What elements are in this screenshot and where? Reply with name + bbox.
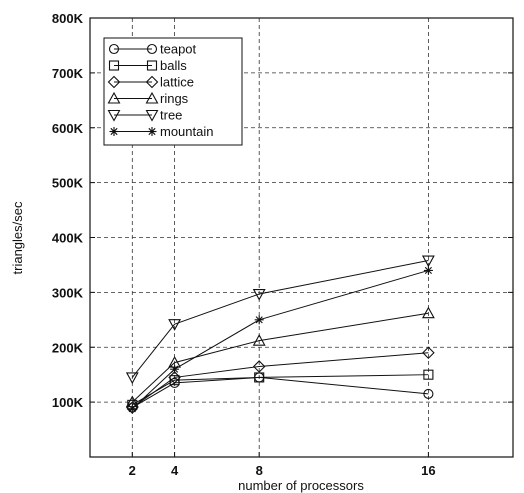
star-stroke [128, 405, 136, 413]
y-tick-label: 600K [52, 121, 84, 136]
data-point [254, 315, 264, 325]
legend-item-lattice: lattice [107, 75, 194, 90]
series-mountain [127, 265, 433, 414]
data-point [252, 334, 266, 346]
legend-label: lattice [160, 75, 194, 90]
data-point [423, 369, 434, 380]
y-tick-label: 200K [52, 340, 84, 355]
x-tick-label: 2 [129, 463, 136, 478]
y-axis-label: triangles/sec [10, 201, 25, 274]
series-line [131, 269, 429, 410]
star-stroke [171, 365, 179, 373]
series-line [131, 312, 429, 403]
data-point [421, 255, 435, 268]
legend-marker [145, 91, 159, 104]
legend-item-balls: balls [108, 58, 187, 73]
legend-marker [107, 109, 121, 122]
legend-marker [146, 43, 158, 55]
series-group [125, 255, 435, 414]
series-line [131, 260, 429, 378]
y-tick-label: 800K [52, 11, 84, 26]
legend-marker [107, 91, 121, 104]
legend-marker [108, 60, 120, 71]
legend-marker [107, 75, 121, 89]
data-point [254, 372, 265, 383]
data-point [168, 319, 182, 331]
star-stroke [148, 127, 156, 136]
star-stroke [110, 127, 118, 136]
series-line [132, 352, 429, 409]
legend-item-tree: tree [107, 108, 182, 123]
x-tick-label: 4 [171, 463, 179, 478]
series-lattice [126, 346, 435, 414]
y-tick-label: 400K [52, 231, 84, 246]
legend-marker [147, 127, 157, 136]
data-point [421, 306, 435, 319]
legend-marker [108, 43, 120, 55]
legend-label: mountain [160, 124, 213, 139]
x-tick-label: 16 [421, 463, 435, 478]
legend-item-mountain: mountain [109, 124, 213, 139]
y-tick-label: 700K [52, 66, 84, 81]
data-point [252, 288, 266, 301]
legend-marker [146, 60, 158, 71]
data-point [252, 360, 266, 373]
data-point [168, 371, 181, 384]
x-tick-label: 8 [256, 463, 263, 478]
star-stroke [255, 316, 263, 324]
legend-label: teapot [160, 42, 197, 57]
legend-box [103, 37, 243, 146]
data-point [422, 346, 435, 360]
series-line [132, 376, 429, 409]
data-point [423, 388, 434, 399]
y-axis-ticks: 100K 200K 300K 400K 500K 600K 700K 800K [52, 11, 513, 410]
data-point [127, 404, 137, 414]
star-stroke [424, 266, 432, 274]
series-teapot [127, 372, 434, 413]
legend-marker [109, 127, 119, 136]
y-tick-label: 500K [52, 176, 84, 191]
legend-marker [145, 75, 159, 89]
legend-label: tree [160, 108, 182, 123]
legend-marker [145, 109, 159, 122]
legend-label: rings [160, 91, 189, 106]
x-axis-label: number of processors [238, 478, 364, 493]
legend-item-rings: rings [107, 91, 189, 106]
series-tree [125, 255, 435, 385]
data-point [125, 372, 139, 385]
y-tick-label: 100K [52, 395, 84, 410]
data-point [423, 265, 433, 275]
series-rings [125, 306, 435, 408]
legend-item-teapot: teapot [108, 42, 197, 57]
y-tick-label: 300K [52, 285, 84, 300]
legend-label: balls [160, 58, 187, 73]
data-point [170, 364, 180, 374]
x-axis-ticks: 2 4 8 16 [129, 452, 436, 478]
